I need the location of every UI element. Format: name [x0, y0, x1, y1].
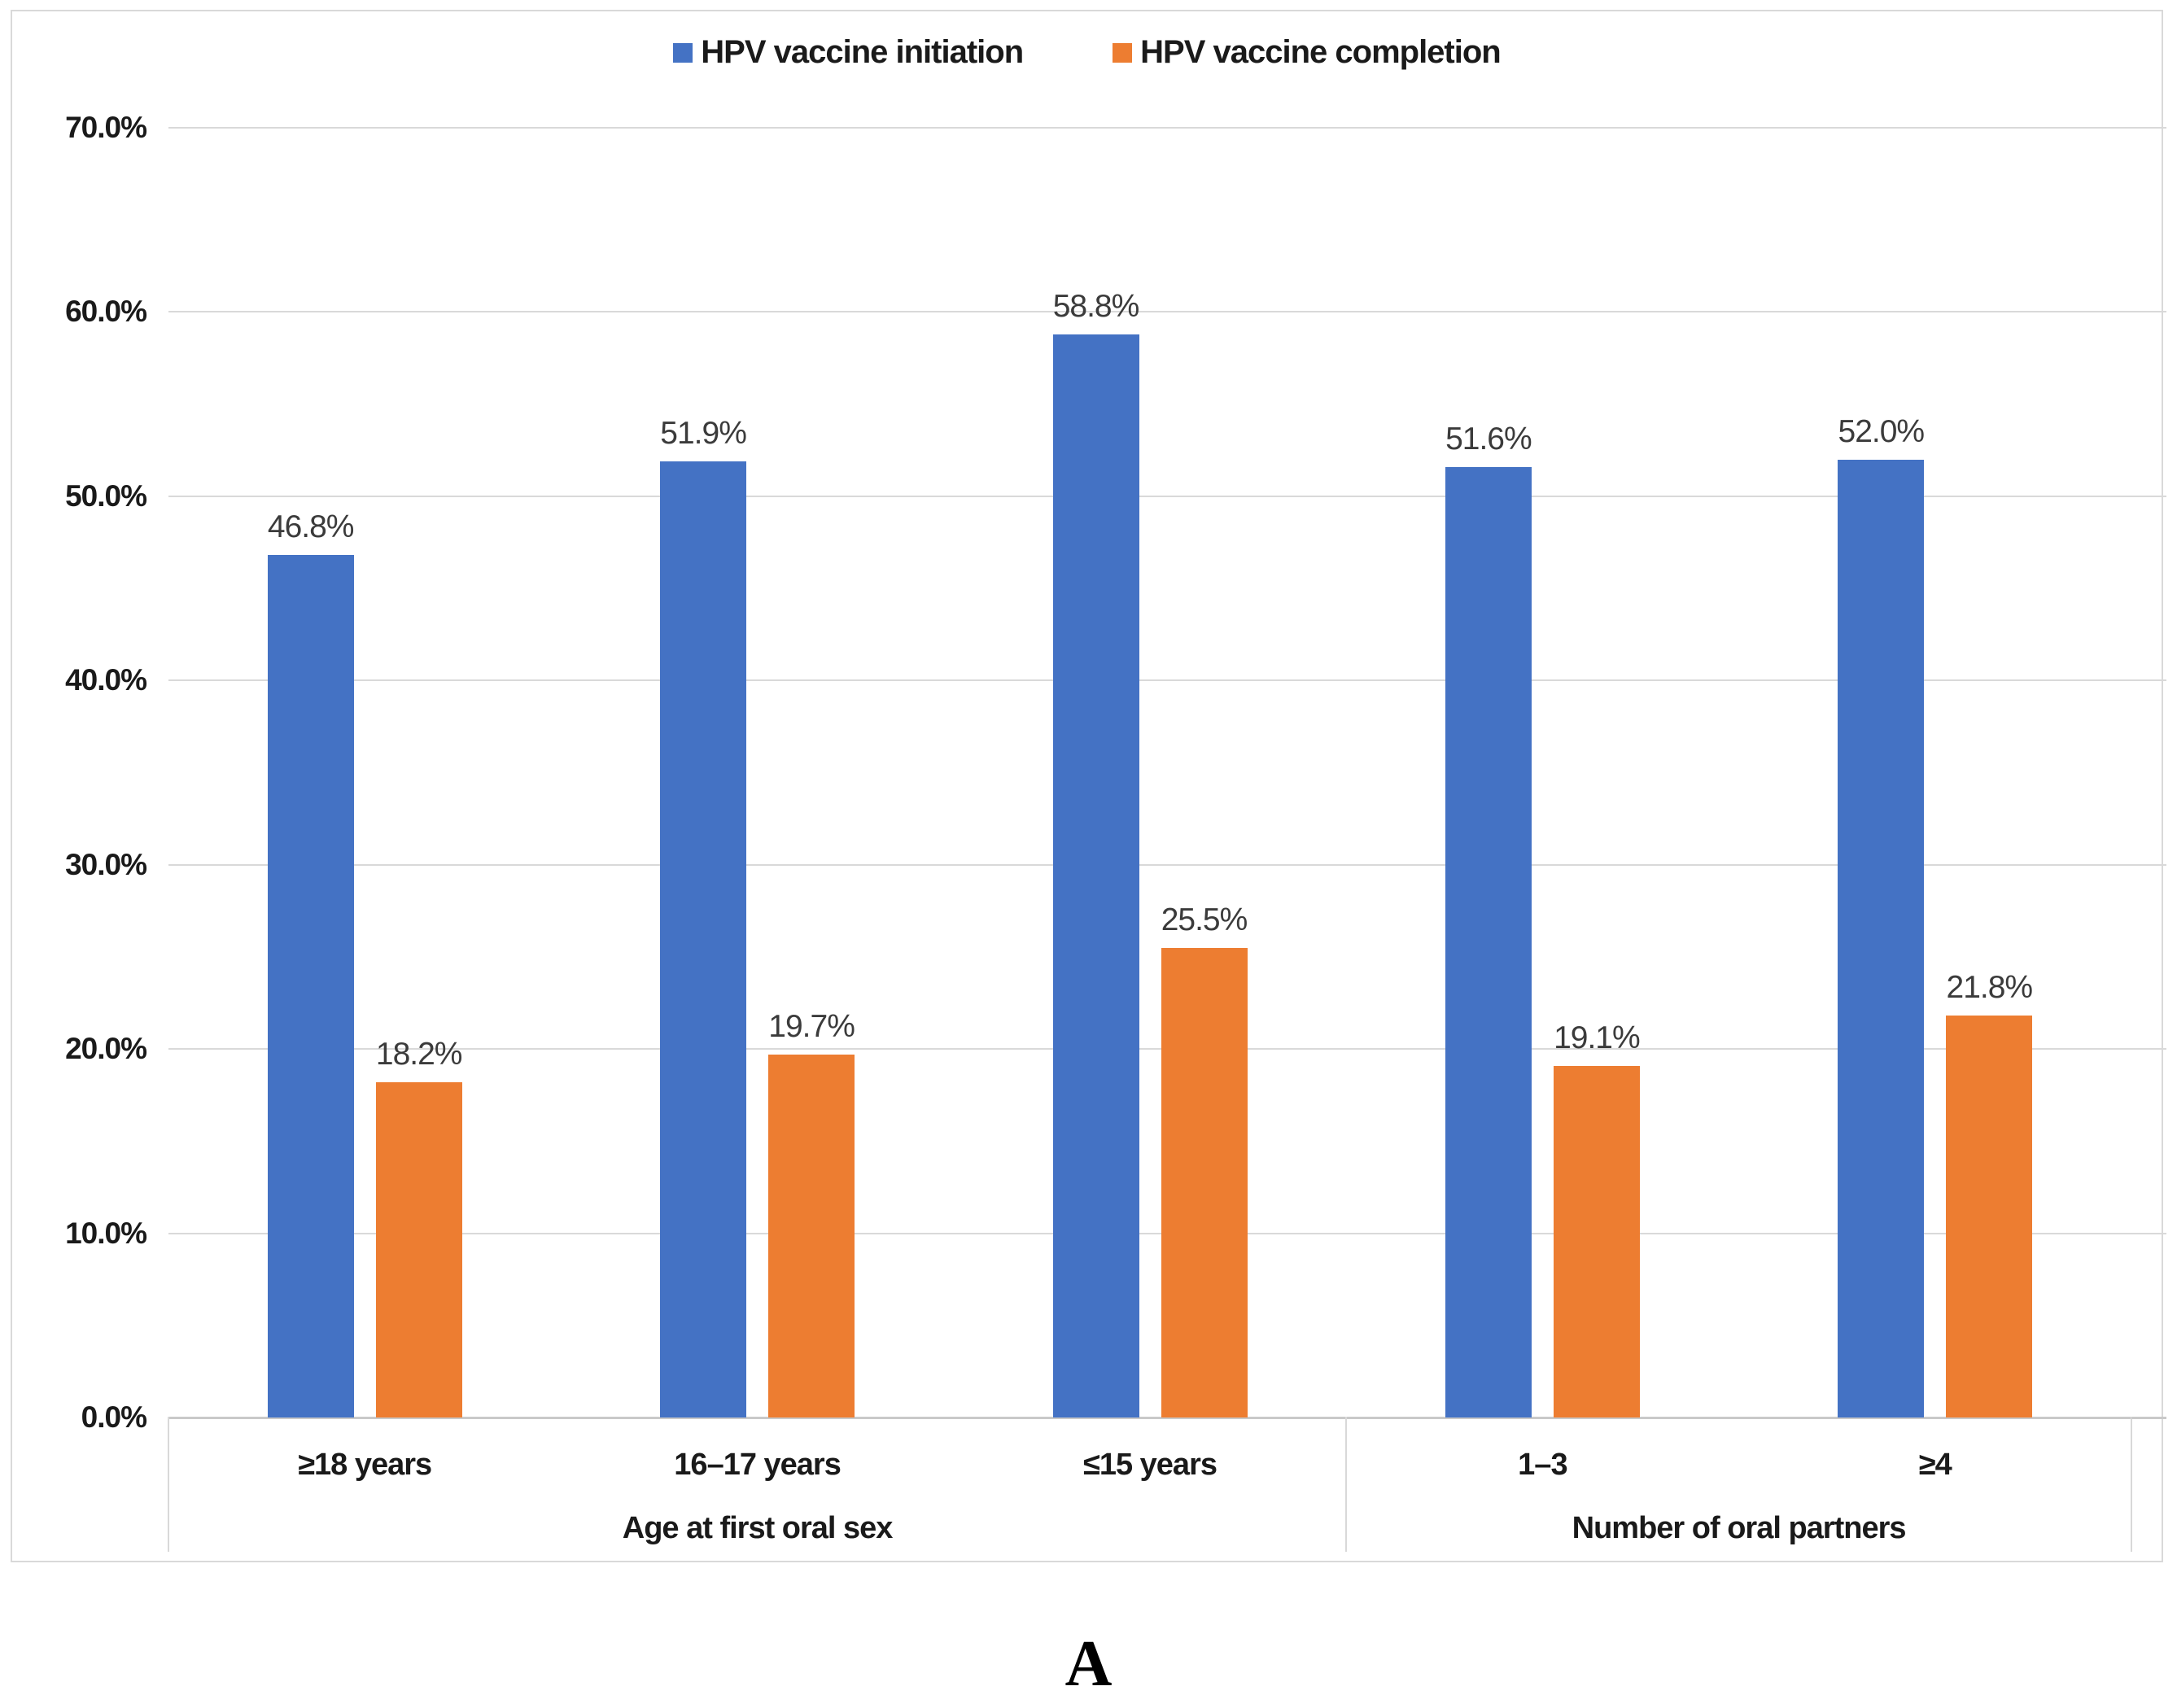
- category-label: ≥4: [1918, 1448, 1952, 1482]
- bar-value-label: 46.8%: [267, 509, 355, 545]
- legend-label: HPV vaccine completion: [1140, 34, 1502, 70]
- bar-value-label: 25.5%: [1161, 902, 1248, 937]
- chart-figure: HPV vaccine initiation HPV vaccine comple…: [11, 10, 2166, 1562]
- legend-item: HPV vaccine initiation: [673, 34, 1024, 71]
- bar-value-label: 51.9%: [660, 415, 747, 451]
- axis-group-title: Age at first oral sex: [622, 1511, 894, 1545]
- axis-separator-line: [168, 1417, 169, 1552]
- axis-group-title: Number of oral partners: [1572, 1511, 1907, 1545]
- y-axis-tick-label: 40.0%: [65, 663, 147, 697]
- bar-completion: [375, 1081, 462, 1418]
- y-axis-tick-label: 50.0%: [65, 478, 147, 513]
- gridline: [168, 863, 2166, 866]
- bar-initiation: [1052, 334, 1139, 1418]
- bar-initiation: [267, 555, 354, 1418]
- bar-value-label: 19.7%: [768, 1008, 855, 1044]
- bar-completion: [1946, 1016, 2033, 1418]
- bar-value-label: 21.8%: [1946, 970, 2034, 1006]
- gridline: [168, 679, 2166, 682]
- bar-initiation: [660, 461, 747, 1418]
- legend-label: HPV vaccine initiation: [701, 34, 1024, 70]
- bar-value-label: 52.0%: [1838, 413, 1926, 449]
- gridline: [168, 495, 2166, 497]
- legend-item: HPV vaccine completion: [1113, 34, 1502, 71]
- bar-completion: [1553, 1065, 1640, 1418]
- y-axis-tick-label: 60.0%: [65, 295, 147, 329]
- bar-completion: [1161, 947, 1248, 1418]
- panel-label: A: [1064, 1628, 1113, 1700]
- x-axis-line-extension: [2131, 1417, 2166, 1419]
- x-axis-line: [168, 1417, 2166, 1419]
- y-axis-tick-label: 70.0%: [65, 111, 147, 144]
- bar-value-label: 51.6%: [1445, 421, 1532, 456]
- y-axis-tick-label: 10.0%: [65, 1216, 147, 1250]
- axis-separator-line: [1345, 1417, 1348, 1552]
- y-axis-tick-label: 30.0%: [65, 847, 147, 881]
- legend-swatch-icon: [1113, 42, 1133, 63]
- y-axis-tick-label: 20.0%: [65, 1032, 147, 1066]
- gridline: [168, 127, 2166, 129]
- legend-swatch-icon: [673, 42, 693, 63]
- bar-value-label: 58.8%: [1052, 288, 1140, 324]
- axis-separator-line: [2131, 1417, 2132, 1552]
- category-label: 16–17 years: [674, 1448, 842, 1482]
- category-label: ≤15 years: [1082, 1448, 1217, 1482]
- y-axis-tick-label: 0.0%: [81, 1400, 147, 1434]
- category-label: ≥18 years: [298, 1448, 432, 1482]
- bar-value-label: 19.1%: [1554, 1020, 1641, 1055]
- bar-value-label: 18.2%: [375, 1036, 463, 1072]
- bar-initiation: [1838, 459, 1925, 1418]
- bar-initiation: [1445, 466, 1532, 1418]
- chart-legend: HPV vaccine initiation HPV vaccine comple…: [12, 34, 2162, 71]
- category-label: 1–3: [1518, 1448, 1567, 1482]
- bar-completion: [768, 1054, 855, 1418]
- gridline: [168, 311, 2166, 313]
